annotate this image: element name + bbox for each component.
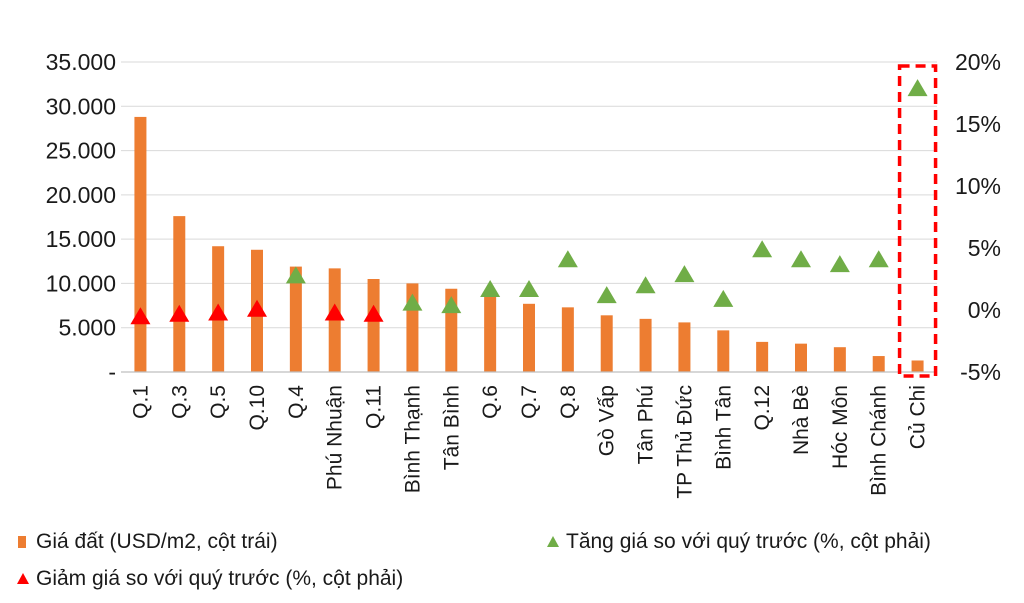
y-left-tick-label: 30.000 bbox=[46, 93, 116, 119]
category-label: Bình Tân bbox=[712, 385, 735, 470]
increase-marker bbox=[441, 296, 462, 314]
increase-marker bbox=[674, 265, 695, 283]
bar bbox=[561, 307, 574, 372]
bar bbox=[484, 294, 497, 372]
increase-marker bbox=[285, 266, 306, 284]
category-label: Tân Bình bbox=[440, 385, 463, 470]
bar bbox=[795, 343, 807, 372]
category-label: Nhà Bè bbox=[790, 385, 813, 455]
increase-marker bbox=[402, 293, 423, 311]
decrease-marker bbox=[130, 307, 151, 325]
category-label: Q.3 bbox=[168, 385, 191, 419]
category-label: Q.1 bbox=[129, 385, 152, 419]
markers bbox=[130, 79, 928, 325]
decrease-marker bbox=[247, 299, 267, 317]
increase-marker bbox=[480, 279, 501, 297]
bar bbox=[639, 318, 652, 372]
legend-swatch-square bbox=[18, 536, 26, 548]
increase-marker bbox=[791, 250, 811, 268]
y-right-tick-label: 15% bbox=[955, 111, 1001, 137]
y-left-tick-label: 10.000 bbox=[46, 270, 116, 296]
bar bbox=[289, 266, 302, 372]
decrease-marker bbox=[169, 304, 190, 322]
category-label: TP Thủ Đức bbox=[673, 385, 696, 499]
legend-swatch-triangle bbox=[547, 536, 559, 547]
highlight bbox=[897, 64, 938, 378]
decrease-marker bbox=[324, 303, 345, 321]
bar bbox=[173, 216, 186, 372]
bar bbox=[523, 303, 535, 372]
legend: Giá đất (USD/m2, cột trái) Tăng giá so vớ… bbox=[17, 530, 931, 590]
increase-marker bbox=[907, 79, 928, 97]
increase-marker bbox=[829, 255, 850, 273]
bar bbox=[717, 330, 730, 372]
category-label: Tân Phú bbox=[635, 385, 658, 464]
increase-marker bbox=[557, 250, 578, 268]
category-label: Q.11 bbox=[363, 385, 386, 429]
category-label: Q.12 bbox=[751, 385, 774, 431]
increase-marker bbox=[596, 286, 617, 304]
increase-marker bbox=[519, 279, 539, 297]
category-label: Phú Nhuận bbox=[324, 385, 347, 490]
y-right-tick-label: 20% bbox=[955, 49, 1001, 75]
bar bbox=[756, 341, 769, 372]
y-right-tick-label: -5% bbox=[960, 359, 1001, 385]
decrease-marker bbox=[208, 303, 229, 321]
legend-label: Giảm giá so với quý trước (%, cột phải) bbox=[36, 567, 403, 590]
increase-marker bbox=[713, 289, 734, 307]
bar bbox=[872, 356, 885, 372]
y-left-tick-label: 25.000 bbox=[46, 138, 116, 164]
y-left-tick-label: - bbox=[108, 359, 116, 385]
category-label: Q.10 bbox=[246, 385, 269, 431]
category-label: Củ Chi bbox=[907, 385, 930, 449]
category-label: Q.6 bbox=[479, 385, 502, 419]
bar bbox=[600, 315, 613, 372]
y-left-tick-label: 15.000 bbox=[46, 226, 116, 252]
increase-marker bbox=[635, 276, 656, 294]
category-label: Q.5 bbox=[207, 385, 230, 419]
bar bbox=[134, 116, 147, 373]
decrease-marker bbox=[363, 304, 384, 322]
bar bbox=[911, 360, 924, 372]
highlight-box bbox=[897, 64, 938, 378]
y-right-tick-label: 5% bbox=[968, 235, 1001, 261]
increase-marker bbox=[868, 250, 889, 268]
bar bbox=[833, 347, 846, 372]
category-label: Bình Chánh bbox=[868, 385, 891, 496]
bars bbox=[134, 116, 924, 373]
bar bbox=[678, 322, 691, 372]
legend-label: Giá đất (USD/m2, cột trái) bbox=[36, 530, 278, 553]
category-label: Hóc Môn bbox=[829, 385, 852, 469]
y-left-tick-label: 35.000 bbox=[46, 49, 116, 75]
bar bbox=[367, 279, 380, 372]
y-right-tick-label: 10% bbox=[955, 173, 1001, 199]
category-label: Q.7 bbox=[518, 385, 541, 419]
category-label: Bình Thạnh bbox=[401, 385, 424, 493]
category-label: Q.8 bbox=[557, 385, 580, 419]
legend-swatch-triangle bbox=[17, 573, 29, 584]
category-label: Gò Vấp bbox=[596, 385, 619, 456]
increase-marker bbox=[752, 240, 773, 258]
y-right-tick-label: 0% bbox=[968, 297, 1001, 323]
legend-label: Tăng giá so với quý trước (%, cột phải) bbox=[566, 530, 931, 553]
y-left-tick-label: 20.000 bbox=[46, 182, 116, 208]
axes: - 5.000 10.000 15.000 20.000 25.000 30.000 35.0… bbox=[46, 49, 1001, 499]
y-left-tick-label: 5.000 bbox=[58, 315, 116, 341]
category-label: Q.4 bbox=[285, 385, 308, 419]
